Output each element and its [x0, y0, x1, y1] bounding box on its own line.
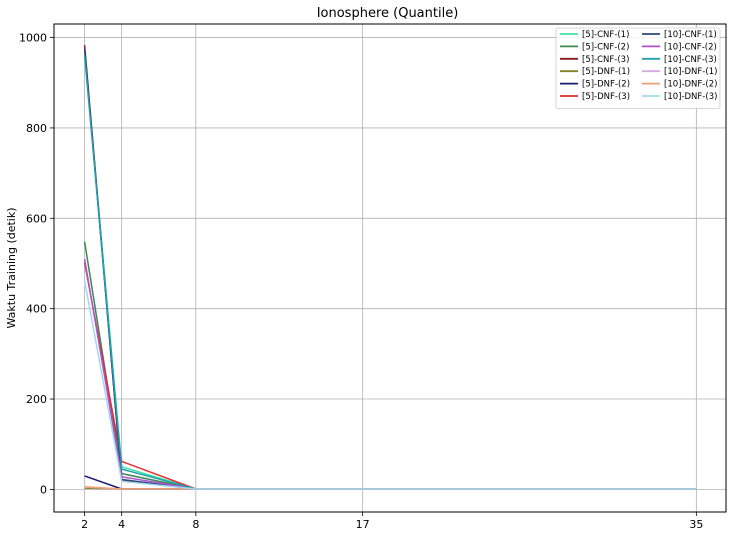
x-tick-label: 8	[192, 518, 199, 531]
x-tick-label: 4	[118, 518, 125, 531]
series-line	[83, 258, 697, 490]
legend-label: [5]-CNF-(2)	[582, 42, 629, 52]
y-tick-label: 1000	[19, 32, 47, 45]
legend: [5]-CNF-(1) [5]-CNF-(2) [5]-CNF-(3) [5]-DNF…	[555, 27, 721, 109]
series-line	[83, 45, 697, 490]
series-line	[83, 48, 697, 490]
series-line	[83, 241, 697, 490]
y-tick-label: 0	[40, 483, 47, 496]
legend-label: [10]-CNF-(3)	[664, 55, 717, 65]
y-tick-label: 200	[26, 393, 47, 406]
legend-label: [5]-DNF-(3)	[582, 92, 630, 102]
y-tick-label: 600	[26, 212, 47, 225]
series-line	[83, 262, 697, 490]
series-line	[83, 280, 697, 490]
legend-label: [5]-CNF-(1)	[582, 30, 629, 40]
legend-label: [10]-DNF-(2)	[664, 80, 717, 90]
plot-lines	[83, 45, 697, 490]
legend-label: [10]-CNF-(2)	[664, 42, 717, 52]
x-tick-label: 35	[689, 518, 703, 531]
legend-label: [10]-DNF-(1)	[664, 67, 717, 77]
legend-box	[555, 27, 721, 109]
series-line	[83, 51, 697, 490]
y-axis-label: Waktu Training (detik)	[5, 207, 18, 328]
chart-title: Ionosphere (Quantile)	[317, 6, 459, 21]
x-tick-label: 2	[81, 518, 88, 531]
series-line	[83, 55, 697, 490]
plot-area	[53, 23, 727, 513]
y-tick-label: 400	[26, 303, 47, 316]
legend-label: [10]-CNF-(1)	[664, 30, 717, 40]
legend-label: [10]-DNF-(3)	[664, 92, 717, 102]
legend-label: [5]-DNF-(1)	[582, 67, 630, 77]
axis-ticks: 0 200 400 600 800 1000 2 4 8 17 35	[19, 32, 703, 531]
legend-label: [5]-DNF-(2)	[582, 80, 630, 90]
x-tick-label: 17	[356, 518, 370, 531]
y-tick-label: 800	[26, 122, 47, 135]
legend-label: [5]-CNF-(3)	[582, 55, 629, 65]
